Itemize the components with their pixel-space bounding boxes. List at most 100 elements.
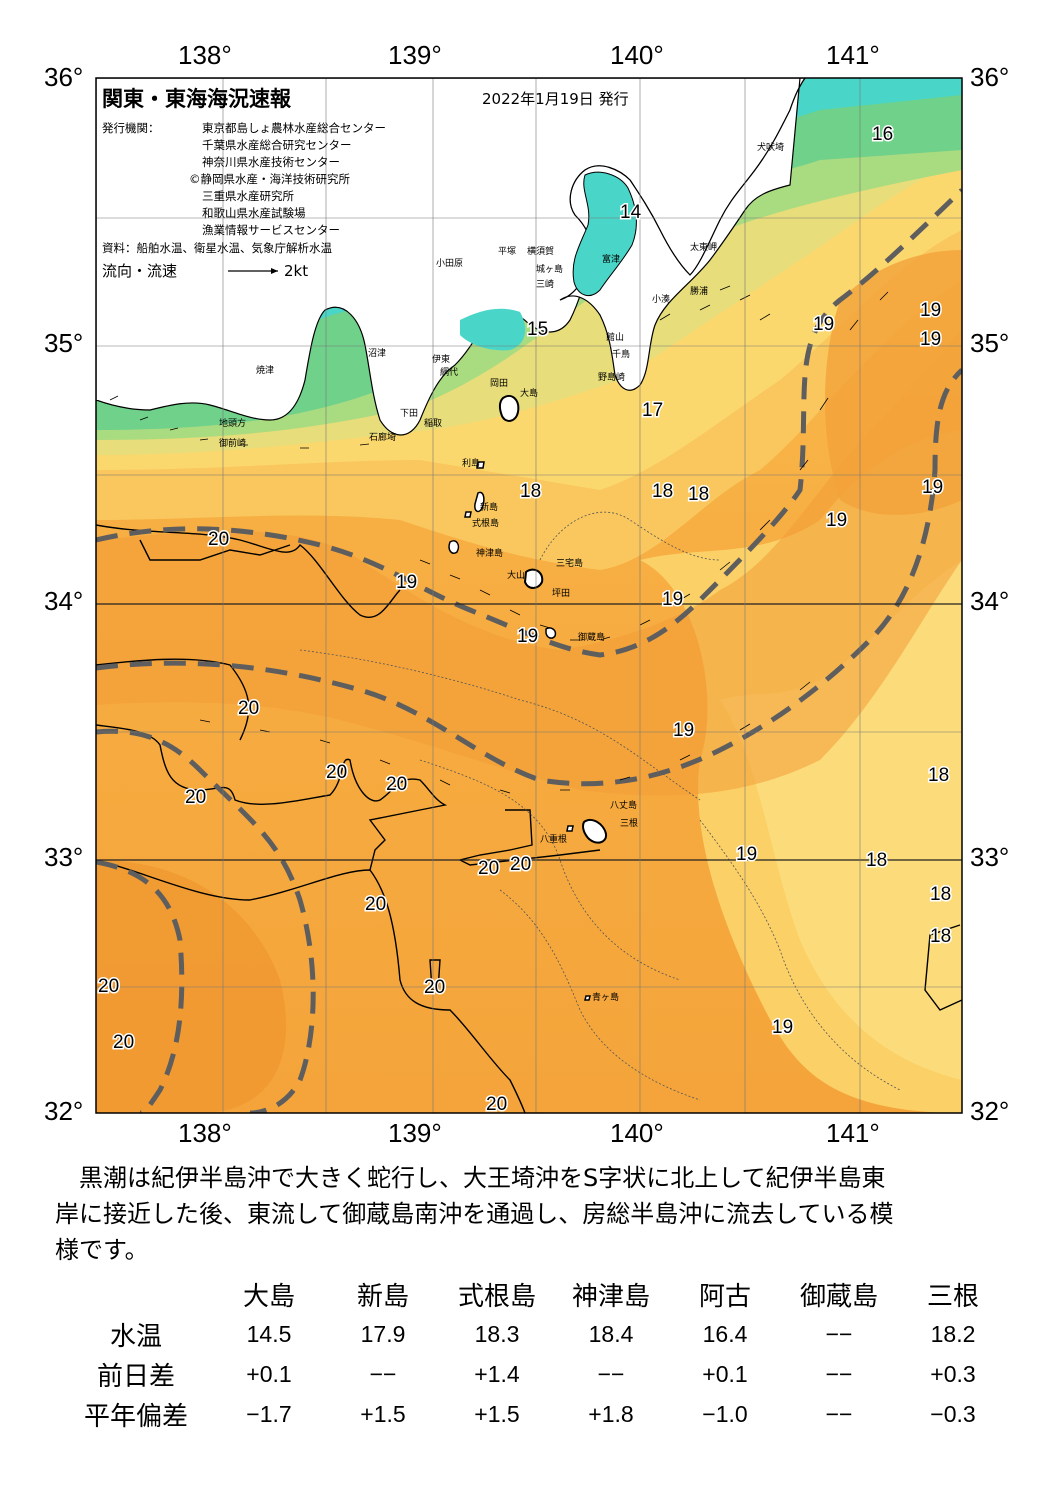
temp-label: 18 bbox=[928, 765, 949, 786]
table-header-row: 大島 新島 式根島 神津島 阿古 御蔵島 三根 bbox=[60, 1274, 1010, 1314]
table-cell: −− bbox=[825, 1400, 853, 1427]
place-label: 富津 bbox=[602, 253, 620, 265]
row-label: 前日差 bbox=[96, 1361, 175, 1392]
place-label: 下田 bbox=[400, 408, 418, 419]
table-cell: +0.1 bbox=[246, 1360, 292, 1387]
station-temperature-table: 大島 新島 式根島 神津島 阿古 御蔵島 三根 水温 14.5 17.9 18.… bbox=[60, 1274, 1010, 1434]
temp-label: 19 bbox=[736, 844, 757, 865]
description-line: 岸に接近した後、東流して御蔵島南沖を通過し、房総半島沖に流去している模 bbox=[55, 1200, 894, 1228]
issue-date: 2022年1月19日 発行 bbox=[482, 90, 629, 108]
table-cell: −− bbox=[825, 1360, 853, 1387]
column-header: 三根 bbox=[926, 1281, 979, 1312]
table-cell: +1.5 bbox=[474, 1400, 520, 1427]
lat-label-left: 34° bbox=[44, 586, 83, 616]
place-label: 八丈島 bbox=[610, 799, 637, 811]
axis-labels: 138° 139° 140° 141° 138° 139° 140° 141° … bbox=[44, 40, 1009, 1148]
column-header: 大島 bbox=[242, 1281, 295, 1312]
place-label: 野島崎 bbox=[598, 371, 625, 383]
temp-label: 19 bbox=[517, 626, 538, 647]
place-label: 三根 bbox=[620, 817, 638, 829]
table-cell: 18.2 bbox=[930, 1320, 976, 1347]
table-cell: 18.4 bbox=[588, 1320, 634, 1347]
temp-label: 20 bbox=[208, 529, 229, 550]
southwest-warm-water bbox=[96, 860, 287, 1113]
temp-label: 19 bbox=[813, 314, 834, 335]
lon-label-bottom: 141° bbox=[826, 1118, 880, 1148]
issuer-name: 漁業情報サービスセンター bbox=[202, 223, 340, 237]
lon-label-bottom: 138° bbox=[178, 1118, 232, 1148]
flow-arrow-head bbox=[271, 268, 278, 274]
temp-label: 14 bbox=[620, 202, 642, 223]
table-cell: 16.4 bbox=[702, 1320, 748, 1347]
temp-label: 20 bbox=[98, 976, 119, 997]
table-cell: −− bbox=[597, 1360, 625, 1387]
place-label: 小田原 bbox=[436, 258, 463, 269]
place-label: 勝浦 bbox=[690, 285, 708, 297]
temp-label: 20 bbox=[486, 1094, 507, 1115]
table-cell: −− bbox=[825, 1320, 853, 1347]
lat-label-right: 34° bbox=[970, 586, 1009, 616]
temp-label: 18 bbox=[866, 850, 887, 871]
temp-label: 20 bbox=[386, 774, 407, 795]
temp-label: 19 bbox=[772, 1017, 793, 1038]
table-cell: 17.9 bbox=[360, 1320, 406, 1347]
temp-label: 19 bbox=[920, 300, 941, 321]
temp-label: 20 bbox=[185, 787, 206, 808]
temp-label: 19 bbox=[922, 477, 943, 498]
island-toshima bbox=[476, 461, 485, 469]
row-label: 水温 bbox=[109, 1321, 162, 1352]
temp-label: 20 bbox=[478, 858, 499, 879]
place-label: 御蔵島 bbox=[578, 631, 605, 643]
temp-label: 19 bbox=[662, 589, 683, 610]
row-label: 平年偏差 bbox=[83, 1401, 188, 1432]
map-title: 関東・東海海況速報 bbox=[102, 87, 292, 111]
issuer-name: 神奈川県水産技術センター bbox=[202, 155, 340, 169]
island-hachijojima bbox=[582, 818, 608, 844]
table-row: 平年偏差 −1.7 +1.5 +1.5 +1.8 −1.0 −− −0.3 bbox=[60, 1394, 1010, 1434]
place-label: 横須賀 bbox=[527, 245, 554, 257]
bathymetry-lines bbox=[299, 511, 901, 1101]
temp-label: 18 bbox=[520, 481, 541, 502]
temp-label: 18 bbox=[688, 484, 709, 505]
place-label: 大山 bbox=[507, 569, 525, 581]
place-label: 焼津 bbox=[256, 365, 274, 376]
place-label: 石廊埼 bbox=[369, 431, 396, 443]
place-label: 青ヶ島 bbox=[592, 991, 619, 1003]
temp-label: 19 bbox=[826, 510, 847, 531]
table-cell: 18.3 bbox=[474, 1320, 520, 1347]
sea-temperature-map: 16 14 15 17 18 18 18 19 19 19 19 19 19 1… bbox=[44, 40, 1009, 1148]
place-label: 地頭方 bbox=[219, 417, 246, 429]
lat-lon-grid bbox=[96, 603, 962, 861]
lat-label-right: 32° bbox=[970, 1096, 1009, 1126]
island-niijima bbox=[474, 491, 485, 513]
island-aogashima bbox=[584, 995, 591, 1001]
island-mikurajima bbox=[545, 627, 557, 639]
map-frame bbox=[95, 77, 963, 1114]
issuer-name: 東京都島しょ農林水産総合センター bbox=[202, 121, 386, 135]
lat-label-left: 36° bbox=[44, 62, 83, 92]
place-label: 太東岬 bbox=[690, 241, 717, 253]
isotherm-lines bbox=[96, 524, 962, 1113]
map-legend: 関東・東海海況速報 2022年1月19日 発行 発行機関： 東京都島しょ農林水産… bbox=[102, 87, 629, 280]
table-cell: −0.3 bbox=[930, 1400, 976, 1427]
tokyo-bay bbox=[572, 171, 637, 297]
island-miyakejima bbox=[523, 568, 544, 589]
lat-label-left: 35° bbox=[44, 328, 83, 358]
issuer-label: 発行機関： bbox=[102, 121, 160, 135]
place-label: 伊東 bbox=[432, 353, 450, 365]
place-label: 御前崎 bbox=[219, 437, 246, 449]
lat-label-right: 35° bbox=[970, 328, 1009, 358]
lat-label-right: 33° bbox=[970, 842, 1009, 872]
place-label: 岡田 bbox=[490, 378, 508, 389]
description-line: 黒潮は紀伊半島沖で大きく蛇行し、大王埼沖をS字状に北上して紀伊半島東 bbox=[79, 1164, 886, 1192]
data-source: 資料：船舶水温、衛星水温、気象庁解析水温 bbox=[102, 241, 332, 255]
place-label: 大島 bbox=[520, 387, 538, 399]
temp-label: 18 bbox=[652, 481, 673, 502]
place-label: 犬吠埼 bbox=[757, 141, 784, 153]
issuer-name: ©静岡県水産・海洋技術研究所 bbox=[189, 172, 350, 186]
island-oshima bbox=[498, 394, 520, 422]
place-label: 利島 bbox=[462, 457, 480, 469]
island-kozushima bbox=[448, 540, 460, 554]
table-row: 水温 14.5 17.9 18.3 18.4 16.4 −− 18.2 bbox=[60, 1314, 1010, 1354]
temp-label: 17 bbox=[642, 400, 663, 421]
